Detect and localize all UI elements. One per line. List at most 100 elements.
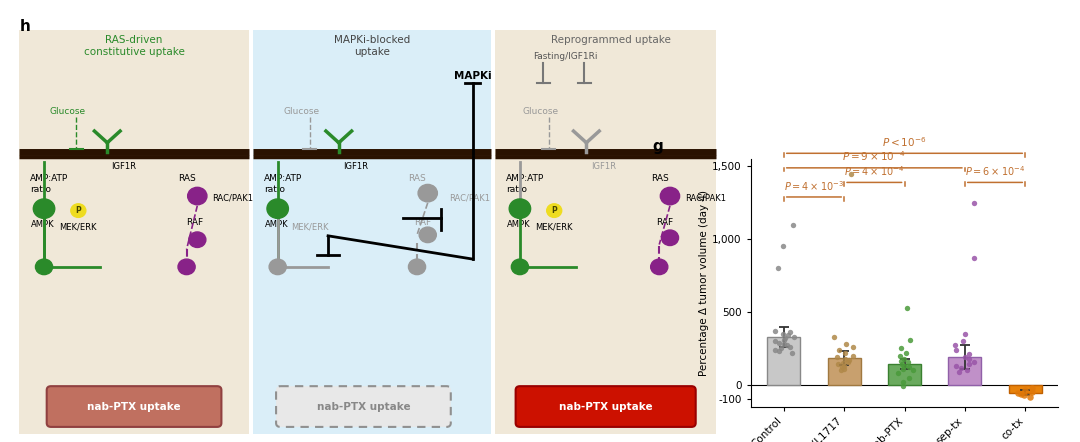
Text: MEK/ERK: MEK/ERK <box>59 222 97 231</box>
Bar <box>767 337 800 385</box>
Y-axis label: Percentage Δ tumor volume (day 4): Percentage Δ tumor volume (day 4) <box>699 190 710 376</box>
Point <box>767 328 784 335</box>
Point <box>835 359 852 366</box>
Point <box>958 367 975 374</box>
Point <box>960 356 977 363</box>
Point <box>960 360 977 367</box>
Text: RAS: RAS <box>650 174 669 183</box>
Point <box>966 255 983 262</box>
Point <box>897 349 915 356</box>
Text: nab-PTX uptake: nab-PTX uptake <box>316 401 410 412</box>
Text: IGF1R: IGF1R <box>343 162 368 171</box>
FancyBboxPatch shape <box>19 30 248 434</box>
Text: RAC/PAK1: RAC/PAK1 <box>449 193 490 202</box>
Point <box>826 333 843 340</box>
Circle shape <box>189 232 206 248</box>
Point <box>904 367 921 374</box>
Text: AMPK: AMPK <box>507 220 530 229</box>
Point <box>772 345 789 352</box>
Point <box>1013 390 1030 397</box>
Circle shape <box>267 199 288 218</box>
Text: Glucose: Glucose <box>50 107 85 115</box>
Point <box>828 354 846 361</box>
Point <box>953 365 970 372</box>
Circle shape <box>408 259 426 274</box>
Point <box>902 336 919 343</box>
Point <box>1022 393 1039 400</box>
Point <box>785 333 802 340</box>
Text: RAS: RAS <box>178 174 195 183</box>
Bar <box>888 364 921 385</box>
Text: AMP:ATP
ratio: AMP:ATP ratio <box>30 174 68 194</box>
Point <box>966 358 983 365</box>
Circle shape <box>660 187 679 205</box>
Point <box>835 362 852 370</box>
Text: AMPK: AMPK <box>265 220 288 229</box>
Point <box>957 330 974 337</box>
Point <box>833 364 850 371</box>
Point <box>836 355 853 362</box>
Point <box>1024 388 1041 395</box>
Text: RAS-driven
constitutive uptake: RAS-driven constitutive uptake <box>83 35 185 57</box>
Point <box>894 378 912 385</box>
Point <box>775 336 793 343</box>
Point <box>1009 389 1026 396</box>
Point <box>895 362 913 370</box>
Circle shape <box>546 204 562 217</box>
Text: RAS: RAS <box>408 174 427 183</box>
Point <box>895 355 913 362</box>
Text: nab-PTX uptake: nab-PTX uptake <box>87 401 180 412</box>
Text: RAF: RAF <box>187 218 204 227</box>
Point <box>775 335 793 342</box>
Point <box>950 369 968 376</box>
Point <box>1024 384 1041 391</box>
Point <box>829 347 847 354</box>
Point <box>947 362 964 370</box>
Point <box>893 357 910 364</box>
Point <box>955 338 972 345</box>
FancyBboxPatch shape <box>515 386 696 427</box>
Circle shape <box>188 187 207 205</box>
Point <box>901 374 918 381</box>
Point <box>835 365 852 372</box>
Text: AMPK: AMPK <box>31 220 55 229</box>
Text: Fasting/IGF1Ri: Fasting/IGF1Ri <box>532 52 597 61</box>
Point <box>781 329 798 336</box>
Text: $P = 6 \times 10^{-4}$: $P = 6 \times 10^{-4}$ <box>964 164 1025 178</box>
Text: Reprogrammed uptake: Reprogrammed uptake <box>551 35 671 45</box>
Text: g: g <box>652 139 663 154</box>
Point <box>960 351 977 358</box>
Point <box>946 342 963 349</box>
Text: IGF1R: IGF1R <box>591 162 616 171</box>
Bar <box>948 357 982 385</box>
FancyBboxPatch shape <box>253 30 491 434</box>
Point <box>784 221 801 228</box>
Point <box>780 332 797 339</box>
Point <box>769 265 786 272</box>
Point <box>1016 392 1034 399</box>
Point <box>842 170 860 177</box>
Text: P: P <box>76 206 81 215</box>
Text: RAC/PAK1: RAC/PAK1 <box>685 193 726 202</box>
Point <box>845 343 862 351</box>
Text: AMP:ATP
ratio: AMP:ATP ratio <box>507 174 544 194</box>
Point <box>891 352 908 359</box>
Point <box>766 347 783 354</box>
Circle shape <box>661 230 678 245</box>
Text: MAPKi: MAPKi <box>454 71 491 80</box>
Text: $P = 4 \times 10^{-3}$: $P = 4 \times 10^{-3}$ <box>784 179 843 193</box>
Text: $P< 10^{-6}$: $P< 10^{-6}$ <box>882 135 927 149</box>
Point <box>782 343 799 351</box>
Text: MAPKi-blocked
uptake: MAPKi-blocked uptake <box>334 35 410 57</box>
Text: RAF: RAF <box>414 218 431 227</box>
Text: RAC/PAK1: RAC/PAK1 <box>213 193 254 202</box>
Point <box>957 354 974 361</box>
Point <box>892 345 909 352</box>
Circle shape <box>178 259 195 274</box>
Bar <box>1009 385 1042 393</box>
Text: MEK/ERK: MEK/ERK <box>536 222 573 231</box>
Circle shape <box>419 227 436 243</box>
Point <box>893 360 910 367</box>
FancyBboxPatch shape <box>276 386 450 427</box>
Point <box>843 352 861 359</box>
